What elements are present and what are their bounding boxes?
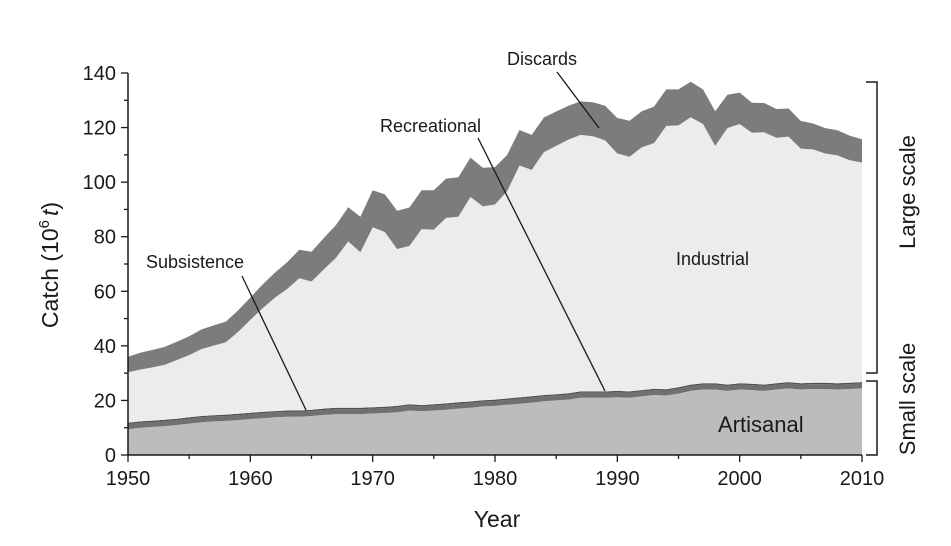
recreational-label: Recreational	[380, 116, 481, 136]
x-tick-label: 1970	[350, 468, 395, 490]
artisanal-label: Artisanal	[718, 412, 804, 437]
industrial-label: Industrial	[676, 249, 749, 269]
area-layers	[128, 81, 862, 455]
x-tick-label: 1950	[106, 468, 151, 490]
x-tick-label: 2000	[717, 468, 762, 490]
y-tick-label: 120	[83, 118, 116, 140]
y-axis-title: Catch (106t)	[36, 202, 63, 328]
discards-leader-line	[556, 71, 600, 129]
recreational-leader-line	[477, 137, 606, 392]
large-scale-label: Large scale	[895, 135, 920, 249]
area-industrial	[128, 117, 862, 423]
small-scale-label: Small scale	[895, 343, 920, 455]
y-tick-label: 40	[94, 336, 116, 358]
x-tick-label: 2010	[840, 468, 885, 490]
x-axis-title: Year	[474, 506, 521, 532]
subsistence-leader-line	[241, 275, 307, 411]
y-tick-label: 100	[83, 172, 116, 194]
y-tick-label: 20	[94, 390, 116, 412]
small-scale-bracket	[866, 380, 878, 456]
y-tick-label: 140	[83, 63, 116, 85]
y-axis-ticks: 0 20 40 60 80 100 120 140	[83, 63, 128, 467]
x-axis-ticks: 1950 1960 1970 1980 1990 2000 2010	[106, 455, 885, 490]
discards-label: Discards	[507, 49, 577, 69]
subsistence-label: Subsistence	[146, 252, 244, 272]
x-tick-label: 1960	[228, 468, 273, 490]
large-scale-bracket	[866, 81, 878, 374]
y-tick-label: 0	[105, 445, 116, 467]
x-tick-label: 1980	[473, 468, 518, 490]
area-artisanal	[128, 388, 862, 455]
x-tick-label: 1990	[595, 468, 640, 490]
y-tick-label: 60	[94, 281, 116, 303]
area-subsistence	[128, 383, 862, 430]
area-discards	[128, 81, 862, 373]
y-tick-label: 80	[94, 227, 116, 249]
